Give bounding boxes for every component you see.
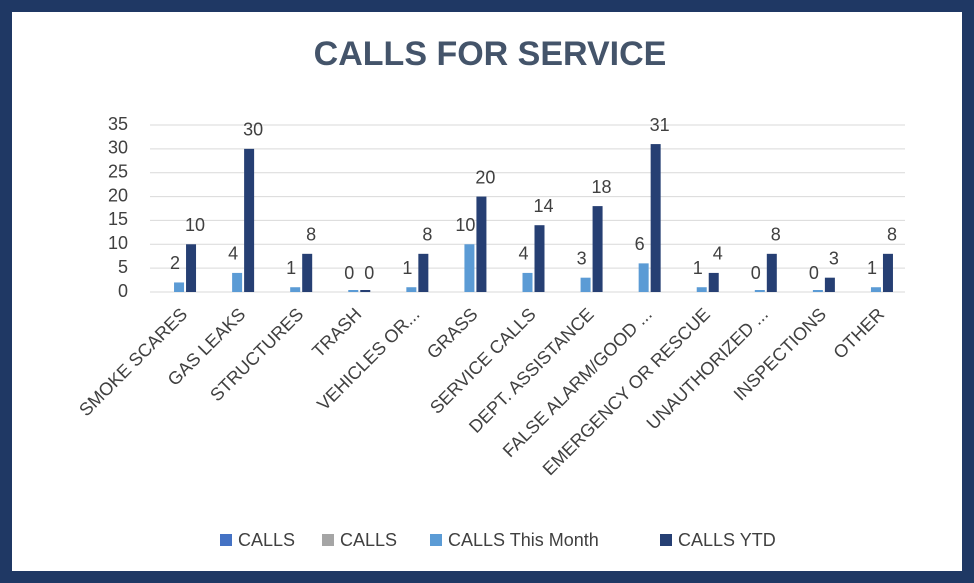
y-tick-label: 10 xyxy=(108,233,128,253)
y-tick-label: 0 xyxy=(118,281,128,301)
bar xyxy=(464,244,475,292)
data-label: 0 xyxy=(344,263,354,283)
bar xyxy=(232,272,243,292)
bar xyxy=(696,287,707,292)
data-label: 6 xyxy=(635,234,645,254)
data-label: 1 xyxy=(693,258,703,278)
data-label: 0 xyxy=(364,263,374,283)
data-label: 4 xyxy=(228,244,238,264)
bar xyxy=(534,225,545,292)
bar xyxy=(754,290,765,292)
bar xyxy=(418,253,429,292)
data-label: 18 xyxy=(592,177,612,197)
legend-swatch xyxy=(322,534,334,546)
bar xyxy=(592,206,603,292)
bar xyxy=(638,263,649,292)
legend-label: CALLS YTD xyxy=(678,530,776,550)
bar xyxy=(708,272,719,292)
data-label: 3 xyxy=(829,248,839,268)
y-tick-label: 35 xyxy=(108,114,128,134)
data-label: 20 xyxy=(475,167,495,187)
bar xyxy=(476,196,487,292)
bar xyxy=(870,287,881,292)
data-label: 1 xyxy=(286,258,296,278)
y-tick-label: 15 xyxy=(108,209,128,229)
data-label: 30 xyxy=(243,120,263,140)
data-label: 4 xyxy=(713,244,723,264)
y-tick-label: 5 xyxy=(118,257,128,277)
data-label: 2 xyxy=(170,253,180,273)
data-label: 10 xyxy=(185,215,205,235)
bar xyxy=(824,277,835,292)
data-label: 31 xyxy=(650,115,670,135)
bar xyxy=(302,253,313,292)
data-label: 8 xyxy=(422,225,432,245)
bar xyxy=(650,144,661,292)
bar xyxy=(244,148,255,292)
chart-title: CALLS FOR SERVICE xyxy=(314,35,667,73)
bar xyxy=(522,272,533,292)
y-tick-label: 30 xyxy=(108,138,128,158)
bar xyxy=(348,290,359,292)
bar xyxy=(766,253,777,292)
data-label: 0 xyxy=(751,263,761,283)
legend-swatch xyxy=(660,534,672,546)
bar xyxy=(290,287,301,292)
legend-label: CALLS xyxy=(340,530,397,550)
data-label: 0 xyxy=(809,263,819,283)
bar xyxy=(580,277,591,292)
legend-label: CALLS This Month xyxy=(448,530,599,550)
legend-swatch xyxy=(430,534,442,546)
data-label: 4 xyxy=(518,244,528,264)
legend-swatch xyxy=(220,534,232,546)
bar xyxy=(882,253,893,292)
data-label: 3 xyxy=(577,248,587,268)
data-label: 1 xyxy=(867,258,877,278)
data-label: 1 xyxy=(402,258,412,278)
data-label: 8 xyxy=(306,225,316,245)
data-label: 8 xyxy=(771,225,781,245)
legend-label: CALLS xyxy=(238,530,295,550)
bar xyxy=(174,282,185,292)
y-tick-label: 25 xyxy=(108,161,128,181)
bar xyxy=(406,287,417,292)
data-label: 14 xyxy=(533,196,553,216)
bar xyxy=(186,244,197,292)
bar xyxy=(812,290,823,292)
bar xyxy=(360,290,371,292)
data-label: 10 xyxy=(455,215,475,235)
data-label: 8 xyxy=(887,225,897,245)
y-tick-label: 20 xyxy=(108,185,128,205)
